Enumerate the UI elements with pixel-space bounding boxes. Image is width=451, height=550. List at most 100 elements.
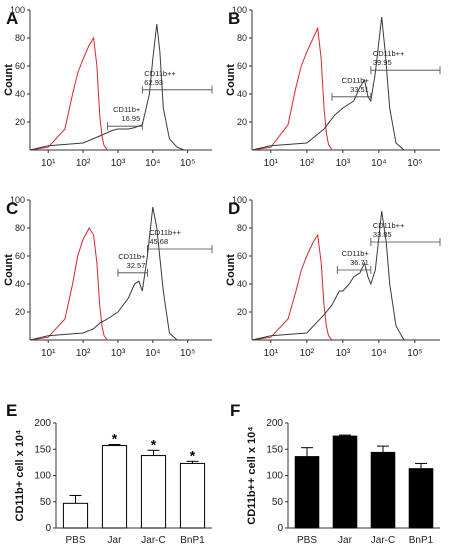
y-axis-label: CD11b++ cell x 10⁴ [246, 426, 258, 524]
x-tick-label: 10² [300, 158, 315, 169]
chart-panel-b: B Count 20 40 60 80 100 10¹ 10² 10³ 10⁴ 10⁵ CD11b+33… [225, 5, 441, 169]
control-histogram-line [251, 233, 333, 341]
gate-value: 33.51 [350, 85, 369, 94]
y-tick-label: 20 [15, 117, 25, 127]
sample-histogram-line [29, 206, 178, 341]
x-tick-label: Jar [108, 535, 123, 546]
gate-value: 62.93 [144, 78, 163, 87]
bar [332, 435, 358, 529]
x-tick-label: 10⁴ [145, 348, 160, 359]
y-tick-label: 150 [34, 444, 51, 455]
x-tick-label: 10¹ [264, 158, 279, 169]
x-tick-label: BnP1 [180, 535, 205, 546]
gate-value: 16.95 [122, 114, 141, 123]
x-tick-label: Jar-C [141, 535, 165, 546]
bar [370, 451, 396, 529]
x-tick-label: 10⁵ [180, 158, 195, 169]
gate-value: 33.85 [373, 230, 392, 239]
y-tick-label: 0 [45, 523, 51, 534]
x-tick-label: 10³ [111, 158, 126, 169]
control-histogram-line [29, 227, 108, 341]
y-axis-label: CD11b+ cell x 10⁴ [14, 430, 26, 522]
chart-panel-c: C Count 20 40 60 80 100 10¹ 10² 10³ 10⁴ 10⁵ CD11b+32… [3, 195, 213, 359]
chart-panel-a: A Count 20 40 60 80 100 10¹ 10² 10³ 10⁴ 10⁵ CD11b+16… [3, 5, 213, 169]
bar [140, 455, 167, 529]
panel-label: F [230, 401, 240, 420]
x-tick-label: PBS [297, 535, 317, 546]
x-tick-label: 10³ [336, 348, 351, 359]
y-tick-label: 100 [10, 5, 25, 15]
gate-label: CD11b+ [118, 252, 146, 261]
significance-marker: * [190, 447, 196, 463]
y-tick-label: 200 [266, 418, 283, 429]
y-tick-label: 100 [232, 195, 247, 205]
panel-label: B [228, 9, 240, 28]
chart-panel-d: D Count 20 40 60 80 100 10¹ 10² 10³ 10⁴ 10⁵ CD11b+36… [225, 195, 441, 359]
chart-panel-f: F CD11b++ cell x 10⁴ 0 50 100 150 200 PBS Jar Jar… [230, 401, 440, 546]
y-axis-label: Count [225, 64, 237, 96]
x-tick-label: Jar-C [371, 535, 395, 546]
bar [101, 445, 128, 529]
panel-label: A [6, 9, 18, 28]
significance-marker: * [112, 431, 118, 447]
x-tick-label: 10³ [336, 158, 351, 169]
y-tick-label: 80 [237, 33, 247, 43]
control-histogram-line [29, 36, 108, 151]
y-tick-label: 100 [10, 195, 25, 205]
gate-label: CD11b+ [342, 249, 370, 258]
x-tick-label: 10² [76, 158, 91, 169]
sample-histogram-line [29, 23, 185, 151]
x-tick-label: 10⁴ [371, 348, 386, 359]
y-tick-label: 20 [15, 307, 25, 317]
y-tick-label: 200 [34, 418, 51, 429]
chart-panel-e: E CD11b+ cell x 10⁴ 0 50 100 150 200 PBS * Jar * Ja… [6, 401, 212, 546]
y-tick-label: 60 [15, 251, 25, 261]
y-tick-label: 40 [15, 279, 25, 289]
y-tick-label: 40 [237, 279, 247, 289]
panel-label: D [228, 199, 240, 218]
gate-label: CD11b++ [373, 49, 405, 58]
x-tick-label: Jar [338, 535, 353, 546]
gate-label: CD11b+ [113, 105, 141, 114]
y-axis-label: Count [3, 254, 15, 286]
bar [179, 462, 206, 529]
y-tick-label: 80 [15, 33, 25, 43]
gate-value: 36.71 [350, 258, 369, 267]
x-tick-label: 10¹ [41, 158, 56, 169]
y-axis-label: Count [3, 64, 15, 96]
gate-value: 32.57 [127, 261, 146, 270]
y-tick-label: 100 [34, 471, 51, 482]
y-tick-label: 80 [237, 223, 247, 233]
significance-marker: * [151, 436, 157, 452]
x-tick-label: 10⁴ [371, 158, 386, 169]
gate-label: CD11b++ [149, 228, 181, 237]
y-tick-label: 40 [237, 89, 247, 99]
y-tick-label: 20 [237, 307, 247, 317]
x-tick-label: 10³ [111, 348, 126, 359]
y-tick-label: 50 [40, 497, 52, 508]
bar [62, 502, 89, 529]
sample-histogram-line [251, 16, 405, 151]
control-histogram-line [251, 26, 333, 151]
y-tick-label: 150 [266, 444, 283, 455]
bar [408, 468, 434, 529]
y-tick-label: 50 [272, 497, 284, 508]
x-tick-label: 10⁵ [180, 348, 195, 359]
gate-value: 45.68 [149, 237, 168, 246]
x-tick-label: 10¹ [264, 348, 279, 359]
x-tick-label: 10⁵ [407, 348, 422, 359]
y-tick-label: 60 [237, 251, 247, 261]
x-tick-label: PBS [65, 535, 85, 546]
y-tick-label: 100 [232, 5, 247, 15]
y-tick-label: 20 [237, 117, 247, 127]
y-axis-label: Count [225, 254, 237, 286]
x-tick-label: 10² [76, 348, 91, 359]
gate-label: CD11b++ [144, 69, 176, 78]
panel-label: E [6, 401, 17, 420]
y-tick-label: 60 [15, 61, 25, 71]
y-tick-label: 0 [277, 523, 283, 534]
x-tick-label: BnP1 [409, 535, 434, 546]
y-tick-label: 40 [15, 89, 25, 99]
x-tick-label: 10⁴ [145, 158, 160, 169]
